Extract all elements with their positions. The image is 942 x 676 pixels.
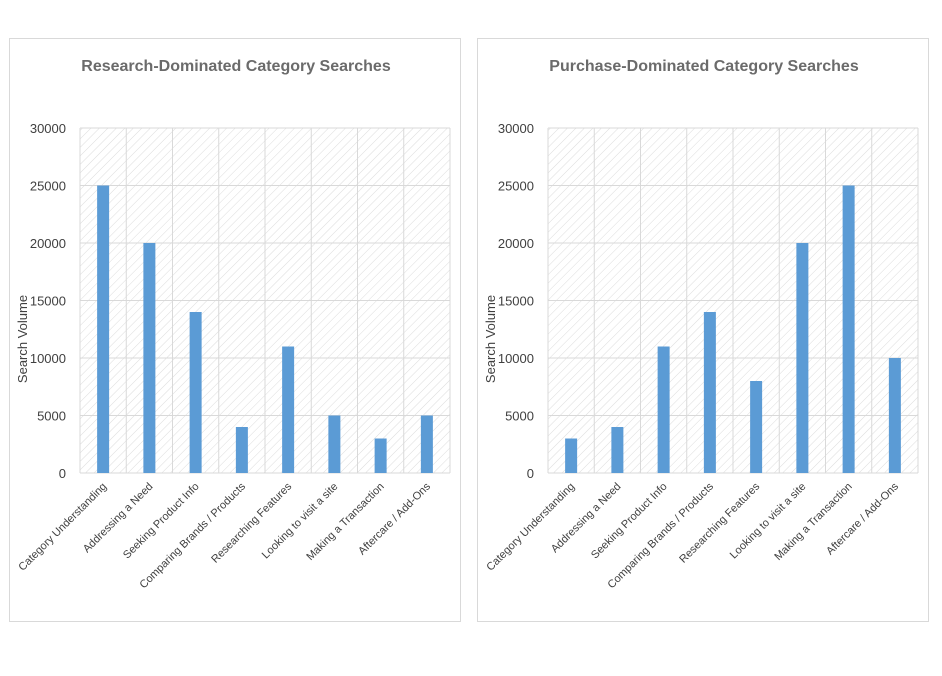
bar: [328, 415, 341, 473]
bar: [796, 243, 809, 473]
x-tick-label: Category Understanding: [484, 481, 577, 574]
bar: [282, 346, 295, 473]
y-tick-label: 25000: [30, 179, 66, 194]
bar: [703, 312, 716, 473]
bar: [189, 312, 202, 473]
bar: [143, 243, 156, 473]
bar: [565, 438, 578, 473]
bar: [97, 185, 110, 473]
y-tick-label: 25000: [498, 179, 534, 194]
bar: [842, 185, 855, 473]
x-tick-label: Seeking Product Info: [589, 481, 670, 562]
y-tick-label: 20000: [498, 236, 534, 251]
x-tick-label: Researching Features: [209, 480, 294, 565]
x-tick-label: Seeking Product Info: [121, 481, 202, 562]
y-tick-label: 30000: [498, 121, 534, 136]
y-tick-label: 10000: [498, 351, 534, 366]
research-chart-panel: 0 5000 10000 15000 20000 25000 30000 Category U…: [9, 38, 461, 622]
y-tick-label: 15000: [498, 294, 534, 309]
y-tick-label: 0: [527, 466, 534, 481]
y-axis-label: Search Volume: [483, 295, 498, 383]
purchase-chart-panel: 0 5000 10000 15000 20000 25000 30000 Category U…: [477, 38, 929, 622]
research-chart-svg: 0 5000 10000 15000 20000 25000 30000 Category U…: [15, 58, 451, 591]
bar: [235, 427, 248, 473]
x-tick-label: Looking to visit a site: [260, 481, 341, 562]
y-tick-label: 15000: [30, 294, 66, 309]
x-tick-label: Researching Features: [677, 480, 762, 565]
y-tick-label: 20000: [30, 236, 66, 251]
y-axis-label: Search Volume: [15, 295, 30, 383]
y-tick-label: 5000: [37, 409, 66, 424]
y-tick-label: 5000: [505, 409, 534, 424]
chart-title: Purchase-Dominated Category Searches: [549, 58, 859, 75]
bar: [888, 358, 901, 473]
x-tick-label: Category Understanding: [16, 481, 109, 574]
x-tick-label: Making a Transaction: [772, 481, 854, 563]
bar: [657, 346, 670, 473]
bar: [420, 415, 433, 473]
y-tick-label: 0: [59, 466, 66, 481]
chart-title: Research-Dominated Category Searches: [81, 58, 391, 75]
bar: [374, 438, 387, 473]
bar: [750, 381, 763, 473]
purchase-chart-svg: 0 5000 10000 15000 20000 25000 30000 Category U…: [483, 58, 919, 591]
x-tick-label: Looking to visit a site: [728, 481, 809, 562]
y-tick-label: 30000: [30, 121, 66, 136]
x-tick-label: Making a Transaction: [304, 481, 386, 563]
y-tick-label: 10000: [30, 351, 66, 366]
bar: [611, 427, 624, 473]
